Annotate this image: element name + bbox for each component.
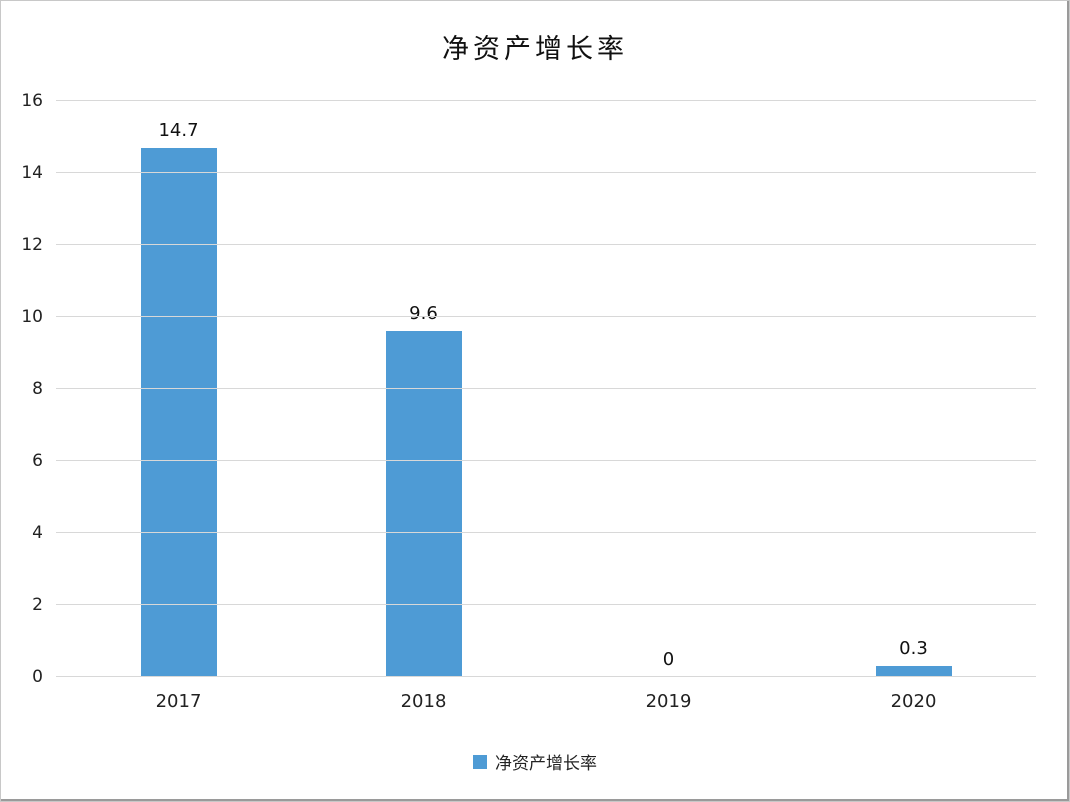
bars-row: 14.7 9.6 0 0.3: [56, 101, 1036, 677]
gridline: [56, 676, 1036, 677]
bar: [140, 147, 217, 677]
x-axis-label: 2018: [400, 691, 447, 712]
bar-value-label: 0.3: [899, 638, 928, 660]
x-axis-label: 2020: [890, 691, 937, 712]
y-tick-label: 16: [21, 91, 43, 111]
gridline: [56, 172, 1036, 173]
gridline: [56, 388, 1036, 389]
bar-slot: 9.6: [301, 101, 546, 677]
gridline: [56, 100, 1036, 101]
y-tick-label: 12: [21, 235, 43, 255]
gridline: [56, 244, 1036, 245]
y-tick-label: 4: [32, 523, 43, 543]
gridline: [56, 532, 1036, 533]
gridline: [56, 460, 1036, 461]
bar: [875, 666, 952, 677]
legend-swatch-icon: [473, 754, 487, 769]
bar-slot: 14.7: [56, 101, 301, 677]
x-axis: 2017 2018 2019 2020: [56, 691, 1036, 712]
legend: 净资产增长率: [1, 749, 1069, 774]
chart-title: 净资产增长率: [442, 34, 628, 65]
legend-label: 净资产增长率: [495, 754, 597, 774]
bar-value-label: 14.7: [158, 119, 199, 141]
y-tick-label: 8: [32, 379, 43, 399]
bar-slot: 0.3: [791, 101, 1036, 677]
gridline: [56, 316, 1036, 317]
gridline: [56, 604, 1036, 605]
y-axis: 0 2 4 6 8 10 12 14 16: [1, 91, 47, 687]
x-axis-label: 2019: [645, 691, 692, 712]
y-tick-label: 2: [32, 595, 43, 615]
bar-value-label: 0: [662, 649, 675, 670]
bar-value-label: 9.6: [409, 303, 438, 325]
y-tick-label: 6: [32, 451, 43, 471]
bar: [385, 331, 462, 677]
x-axis-label: 2017: [155, 691, 202, 712]
y-tick-label: 10: [21, 307, 43, 327]
plot-area: 14.7 9.6 0 0.3: [56, 100, 1036, 677]
y-tick-label: 0: [32, 667, 43, 687]
y-tick-label: 14: [21, 163, 43, 183]
bar-slot: 0: [546, 101, 791, 677]
